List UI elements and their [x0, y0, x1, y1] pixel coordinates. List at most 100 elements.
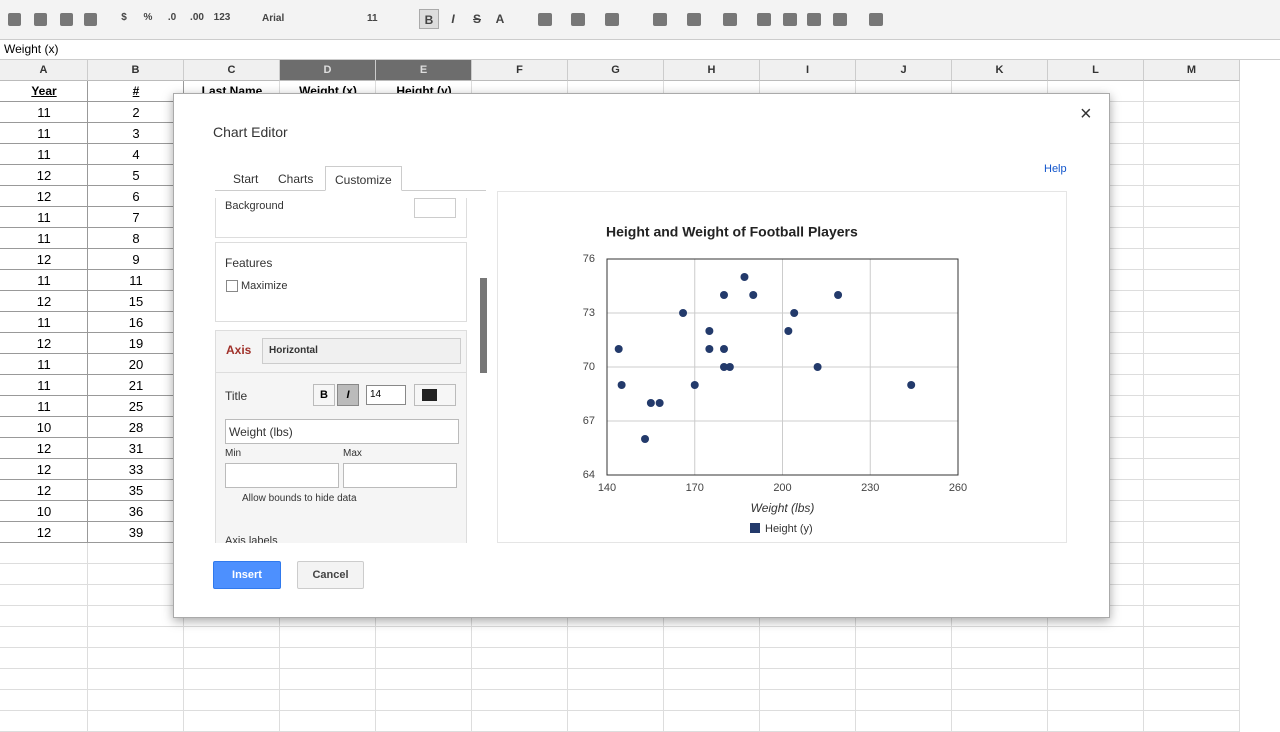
format-button[interactable]: 123	[213, 12, 231, 23]
header-cell: #	[132, 84, 140, 98]
cell	[664, 690, 760, 711]
cell	[1144, 711, 1240, 732]
cell	[88, 564, 184, 585]
button[interactable]: Insert	[213, 561, 281, 589]
cell	[1048, 627, 1144, 648]
tab[interactable]: Customize	[325, 166, 402, 191]
select[interactable]: Horizontal	[262, 338, 461, 364]
cell	[568, 648, 664, 669]
point	[705, 327, 714, 335]
cell	[760, 711, 856, 732]
point	[720, 291, 728, 299]
close-button[interactable]: ×	[1080, 103, 1092, 125]
cell	[952, 669, 1048, 690]
column-header[interactable]: G	[568, 60, 664, 81]
cell	[376, 690, 472, 711]
style-button[interactable]: S	[472, 12, 481, 26]
label: Title	[225, 389, 248, 403]
cell-text: 12	[36, 168, 52, 183]
column-header[interactable]: K	[952, 60, 1048, 81]
help-link[interactable]: Help	[1044, 163, 1067, 175]
style-button[interactable]: B	[419, 9, 439, 29]
cell	[1144, 354, 1240, 375]
cell	[472, 648, 568, 669]
style-button[interactable]: I	[451, 12, 455, 26]
toolbar	[0, 0, 1280, 40]
point	[705, 345, 714, 353]
cell-text: 10	[36, 504, 52, 519]
cell	[1144, 543, 1240, 564]
text-input[interactable]	[225, 463, 339, 488]
bold-button[interactable]: B	[313, 384, 335, 406]
cell-text: 9	[132, 252, 140, 267]
cell	[0, 459, 88, 480]
toolbar-icon	[869, 13, 883, 26]
cell	[1144, 606, 1240, 627]
cell	[472, 669, 568, 690]
style-button[interactable]: A	[495, 12, 505, 26]
size-select[interactable]: 14	[366, 385, 406, 405]
cell	[1144, 291, 1240, 312]
tab[interactable]: Start	[233, 172, 259, 186]
toolbar-icon	[60, 13, 73, 26]
cell-text: 11	[37, 147, 51, 162]
cell-text: 19	[128, 336, 144, 351]
cell	[952, 648, 1048, 669]
cell	[0, 81, 88, 102]
size-select[interactable]: 11	[367, 13, 378, 24]
cell	[952, 627, 1048, 648]
point	[784, 327, 793, 335]
toolbar-icon	[757, 13, 771, 26]
cell	[0, 291, 88, 312]
format-button[interactable]: .0	[167, 12, 177, 23]
cell	[0, 375, 88, 396]
column-header[interactable]: J	[856, 60, 952, 81]
column-header[interactable]: D	[280, 60, 376, 81]
format-button[interactable]: $	[121, 12, 127, 23]
cell-text: 12	[36, 294, 52, 309]
cell	[1144, 312, 1240, 333]
cell	[88, 627, 184, 648]
cell	[1144, 627, 1240, 648]
column-header[interactable]: L	[1048, 60, 1144, 81]
column-header[interactable]: C	[184, 60, 280, 81]
cell	[0, 396, 88, 417]
cell	[1144, 417, 1240, 438]
text-input[interactable]: Weight (lbs)	[225, 419, 459, 444]
column-header[interactable]: A	[0, 60, 88, 81]
cell	[1144, 669, 1240, 690]
italic-button[interactable]: I	[337, 384, 359, 406]
cell	[472, 690, 568, 711]
checkbox[interactable]	[226, 280, 238, 292]
column-header[interactable]: E	[376, 60, 472, 81]
button[interactable]: Cancel	[297, 561, 364, 589]
cell	[1144, 81, 1240, 102]
font-select[interactable]: Arial	[262, 13, 285, 24]
column-header[interactable]: I	[760, 60, 856, 81]
point	[749, 291, 758, 299]
cell	[568, 669, 664, 690]
dialog-title: Chart Editor	[213, 124, 288, 140]
format-button[interactable]: %	[143, 12, 153, 23]
point	[679, 309, 688, 317]
toolbar-icon	[687, 13, 701, 26]
cell	[664, 711, 760, 732]
text-input[interactable]	[343, 463, 457, 488]
legend-label: Height (y)	[765, 523, 813, 535]
format-button[interactable]: .00	[190, 12, 204, 23]
cell	[856, 711, 952, 732]
cell	[0, 228, 88, 249]
column-header[interactable]: H	[664, 60, 760, 81]
column-header[interactable]: M	[1144, 60, 1240, 81]
tab[interactable]: Charts	[278, 172, 314, 186]
color-box[interactable]	[414, 198, 456, 218]
point	[614, 345, 623, 353]
cell-text: 33	[128, 462, 144, 477]
toolbar-icon	[8, 13, 21, 26]
column-header[interactable]: F	[472, 60, 568, 81]
cell	[0, 123, 88, 144]
cell-text: 12	[36, 483, 52, 498]
cell	[472, 627, 568, 648]
column-header[interactable]: B	[88, 60, 184, 81]
toolbar-icon	[538, 13, 552, 26]
